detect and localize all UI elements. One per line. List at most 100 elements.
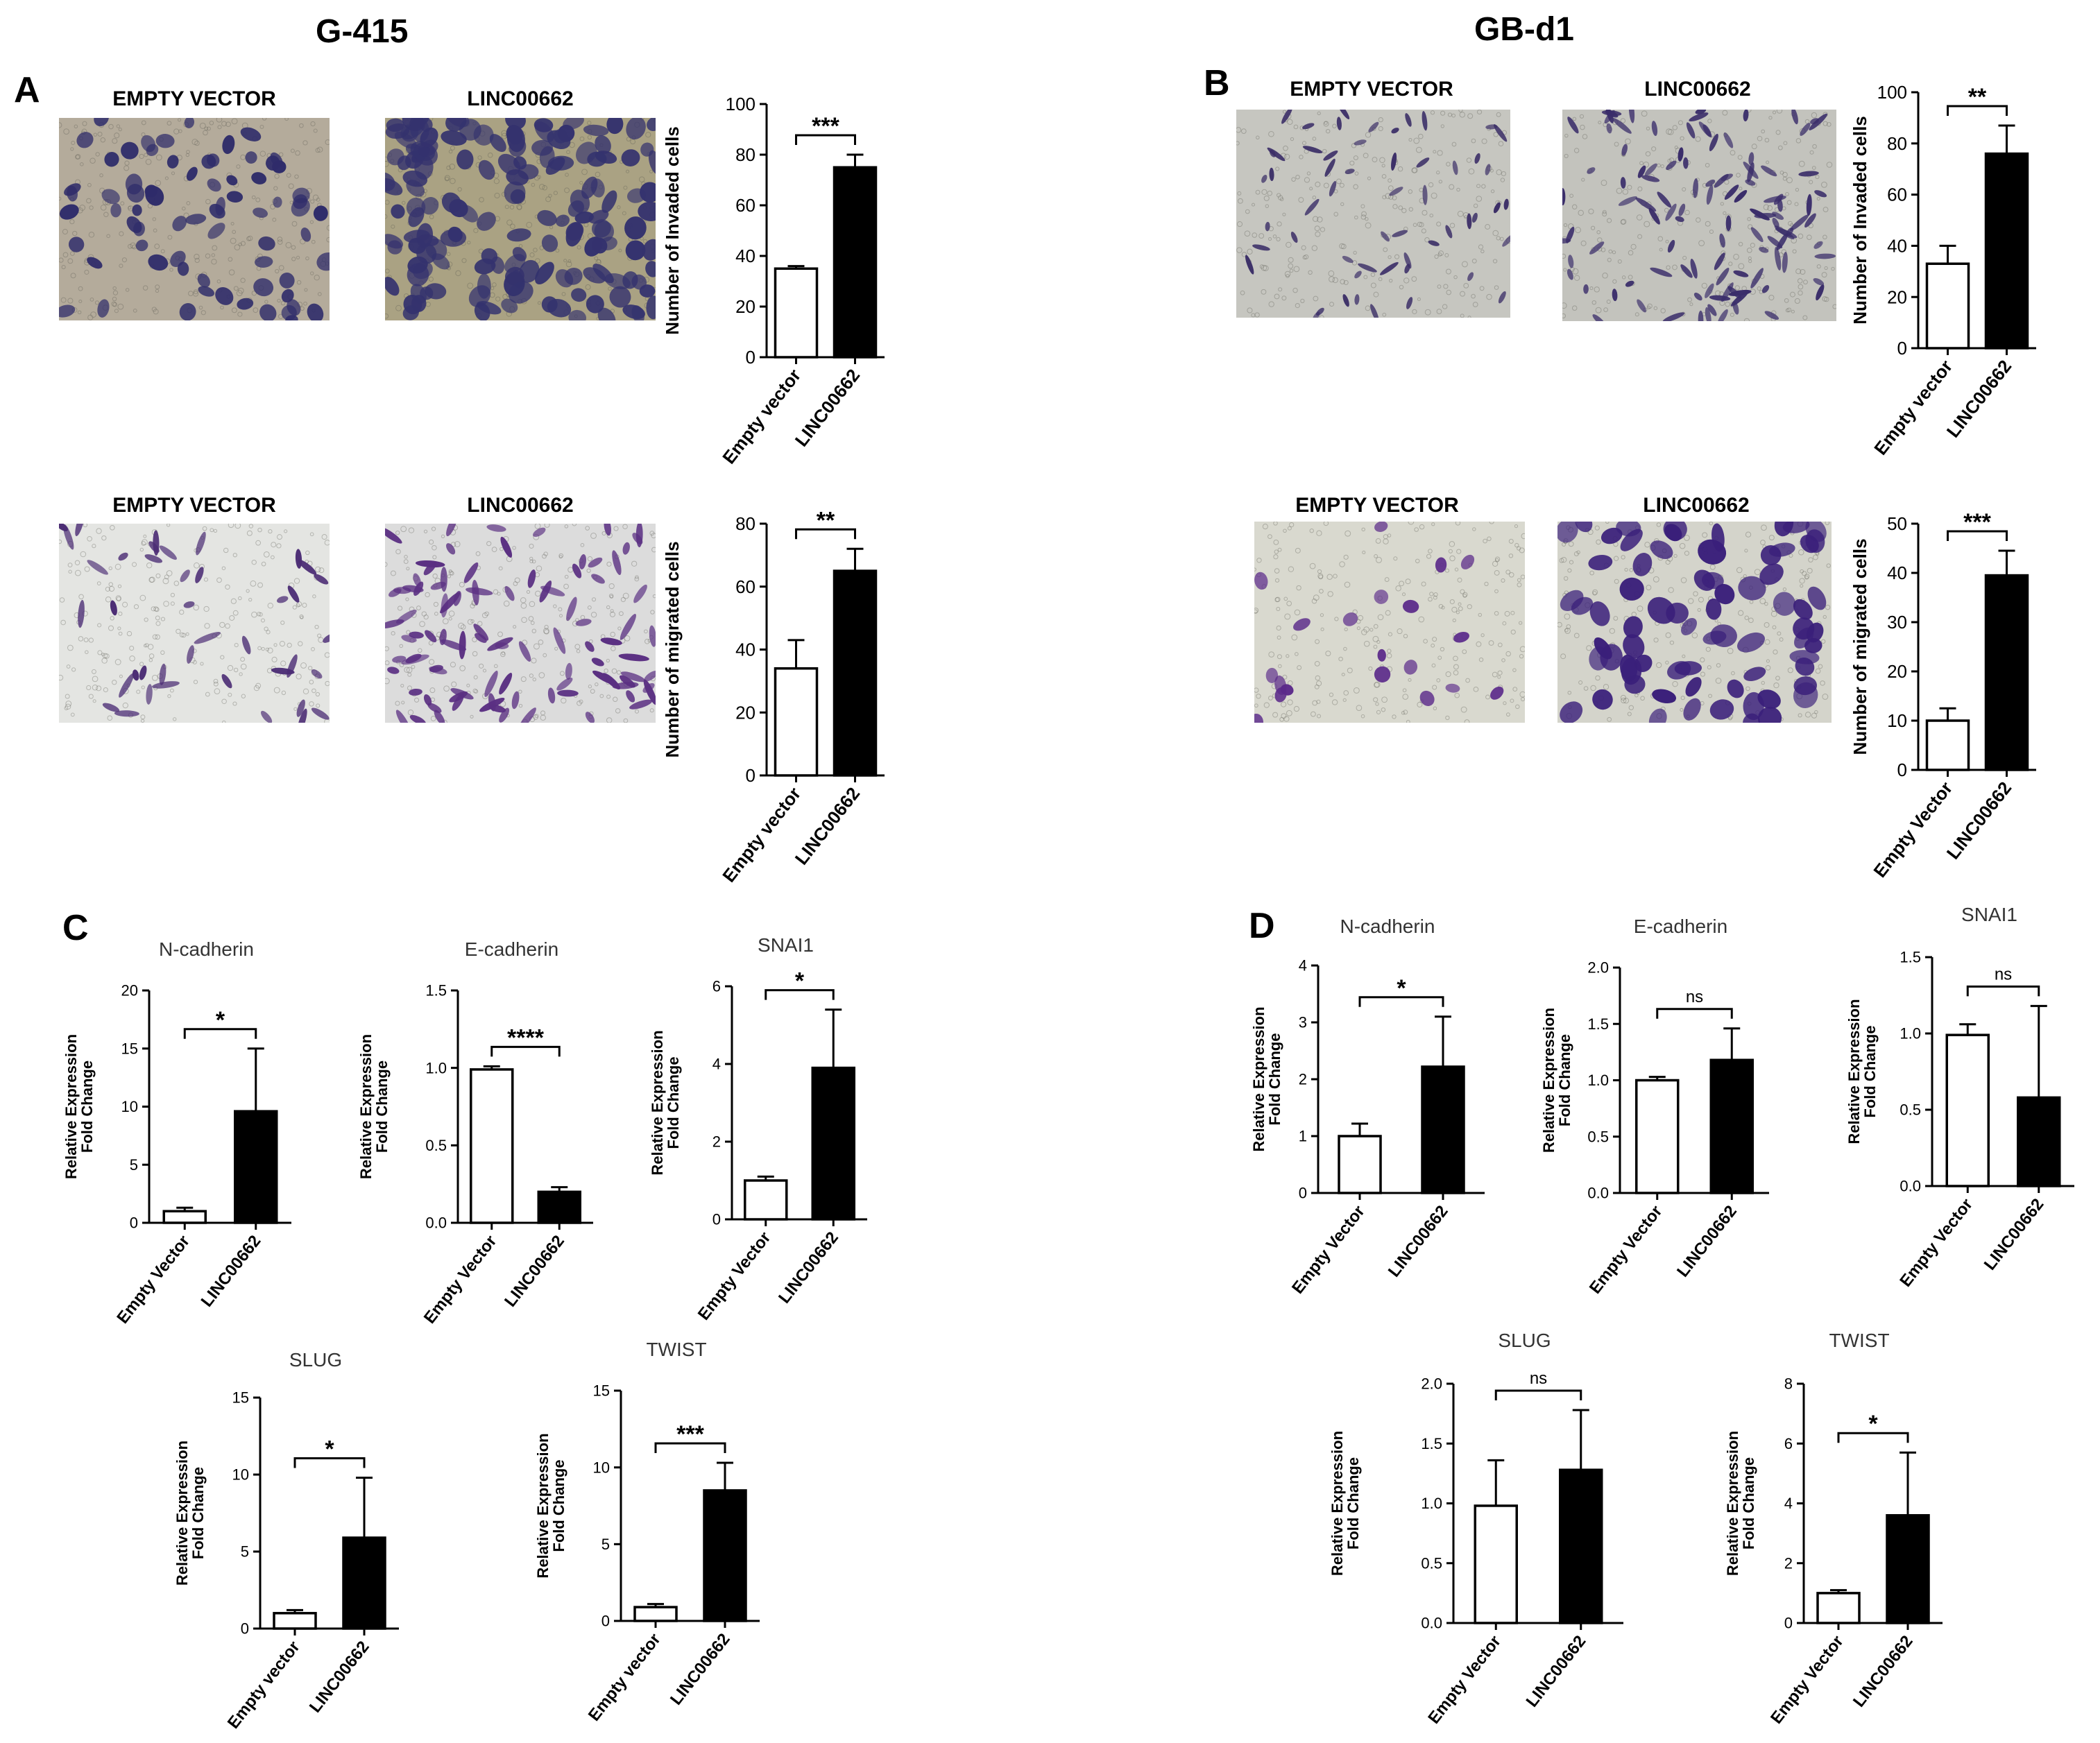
- y-tick-label: 15: [232, 1389, 249, 1407]
- y-tick-label: 100: [1877, 82, 1907, 103]
- y-tick-label: 0: [712, 1211, 721, 1228]
- y-axis-label: Relative Expression: [1724, 1431, 1741, 1576]
- y-axis-label: Number of migrated cells: [662, 541, 683, 757]
- y-axis-label: Fold Change: [78, 1061, 96, 1153]
- y-tick-label: 4: [1784, 1495, 1793, 1512]
- y-tick-label: 4: [712, 1056, 721, 1073]
- y-tick-label: 1.5: [1587, 1015, 1609, 1033]
- bar-empty-vector: [1338, 1135, 1382, 1194]
- y-axis-label: Fold Change: [189, 1467, 207, 1559]
- y-tick-label: 0: [746, 347, 756, 368]
- y-tick-label: 0: [130, 1214, 138, 1232]
- bar-linc00662: [833, 569, 878, 777]
- micrograph-b-invasion-empty: [1236, 110, 1510, 318]
- significance-label: ns: [1530, 1369, 1547, 1388]
- y-tick-label: 1: [1299, 1128, 1307, 1145]
- bar-linc00662: [811, 1066, 855, 1221]
- significance-label: *: [1868, 1411, 1878, 1437]
- significance-label: ***: [812, 113, 839, 139]
- y-axis-label: Fold Change: [373, 1061, 391, 1153]
- y-tick-label: 0.5: [1587, 1128, 1609, 1145]
- chart-title: SLUG: [1498, 1330, 1551, 1351]
- y-axis-label: Fold Change: [1556, 1034, 1573, 1126]
- significance-label: ns: [1686, 988, 1703, 1006]
- bar-empty-vector: [470, 1068, 514, 1224]
- chart-title: SNAI1: [1961, 904, 2017, 925]
- y-tick-label: 0.5: [1421, 1554, 1442, 1572]
- bar-empty-vector: [744, 1179, 788, 1221]
- heading-gbd1: GB-d1: [1474, 11, 1574, 48]
- y-tick-label: 40: [735, 639, 756, 660]
- y-axis-label: Fold Change: [1740, 1457, 1757, 1549]
- caption-b-migration-empty: EMPTY VECTOR: [1295, 494, 1459, 517]
- x-tick-label: Empty Vector: [1767, 1632, 1847, 1727]
- chart-title: TWIST: [1829, 1330, 1889, 1351]
- bar-empty-vector: [774, 667, 819, 777]
- y-axis-label: Fold Change: [1266, 1033, 1283, 1125]
- y-tick-label: 20: [735, 702, 756, 723]
- significance-bracket: [795, 528, 856, 540]
- y-tick-label: 10: [232, 1466, 249, 1484]
- y-axis-label: Fold Change: [1344, 1457, 1362, 1549]
- y-axis-label: Relative Expression: [357, 1034, 375, 1179]
- y-tick-label: 1.0: [1421, 1495, 1442, 1512]
- significance-label: ***: [1963, 509, 1991, 535]
- significance-label: ***: [676, 1421, 704, 1448]
- y-tick-label: 1.0: [1900, 1025, 1921, 1042]
- bar-empty-vector: [1474, 1504, 1518, 1624]
- significance-label: ns: [1995, 965, 2012, 984]
- y-axis-label: Relative Expression: [173, 1441, 191, 1586]
- y-tick-label: 50: [1887, 513, 1907, 534]
- y-tick-label: 0.5: [425, 1137, 447, 1154]
- significance-bracket: [1656, 1008, 1733, 1019]
- chart-title: TWIST: [646, 1339, 706, 1360]
- micrograph-a-invasion-empty: [59, 118, 330, 320]
- significance-label: ****: [507, 1024, 545, 1051]
- micrograph-b-invasion-linc: [1562, 110, 1836, 321]
- chart-title: E-cadherin: [465, 938, 558, 960]
- significance-bracket: [1358, 996, 1444, 1007]
- y-axis-label: Relative Expression: [649, 1030, 666, 1175]
- y-tick-label: 0.0: [425, 1214, 447, 1232]
- y-tick-label: 20: [121, 982, 138, 999]
- significance-bracket: [293, 1457, 366, 1468]
- micrograph-a-migration-empty: [59, 524, 330, 723]
- y-axis-label: Relative Expression: [1329, 1431, 1346, 1576]
- y-tick-label: 20: [1887, 286, 1907, 307]
- y-tick-label: 60: [735, 195, 756, 216]
- y-tick-label: 80: [1887, 133, 1907, 154]
- caption-b-invasion-empty: EMPTY VECTOR: [1290, 78, 1453, 101]
- chart-title: N-cadherin: [159, 938, 254, 960]
- x-tick-label: LINC00662: [1850, 1632, 1917, 1710]
- y-tick-label: 5: [601, 1536, 610, 1553]
- micrograph-a-invasion-linc: [385, 118, 656, 320]
- y-tick-label: 0: [601, 1613, 610, 1630]
- y-tick-label: 1.5: [425, 982, 447, 999]
- y-tick-label: 60: [735, 576, 756, 597]
- bar-linc00662: [833, 166, 878, 359]
- chart-title: SLUG: [289, 1349, 342, 1371]
- y-axis-label: Number of Invaded cells: [662, 126, 683, 335]
- heading-g415: G-415: [316, 13, 409, 50]
- y-axis-label: Relative Expression: [534, 1433, 552, 1578]
- y-tick-label: 8: [1784, 1375, 1793, 1393]
- panel-letter-c: C: [62, 908, 89, 948]
- y-axis-label: Relative Expression: [1845, 999, 1863, 1144]
- y-tick-label: 2: [1784, 1554, 1793, 1572]
- significance-bracket: [1494, 1389, 1582, 1400]
- bar-linc00662: [1886, 1514, 1930, 1624]
- bar-empty-vector: [1816, 1592, 1861, 1624]
- y-tick-label: 60: [1887, 184, 1907, 205]
- significance-label: **: [1968, 84, 1987, 110]
- y-tick-label: 40: [735, 246, 756, 266]
- y-tick-label: 0.0: [1587, 1185, 1609, 1202]
- y-tick-label: 10: [593, 1459, 610, 1476]
